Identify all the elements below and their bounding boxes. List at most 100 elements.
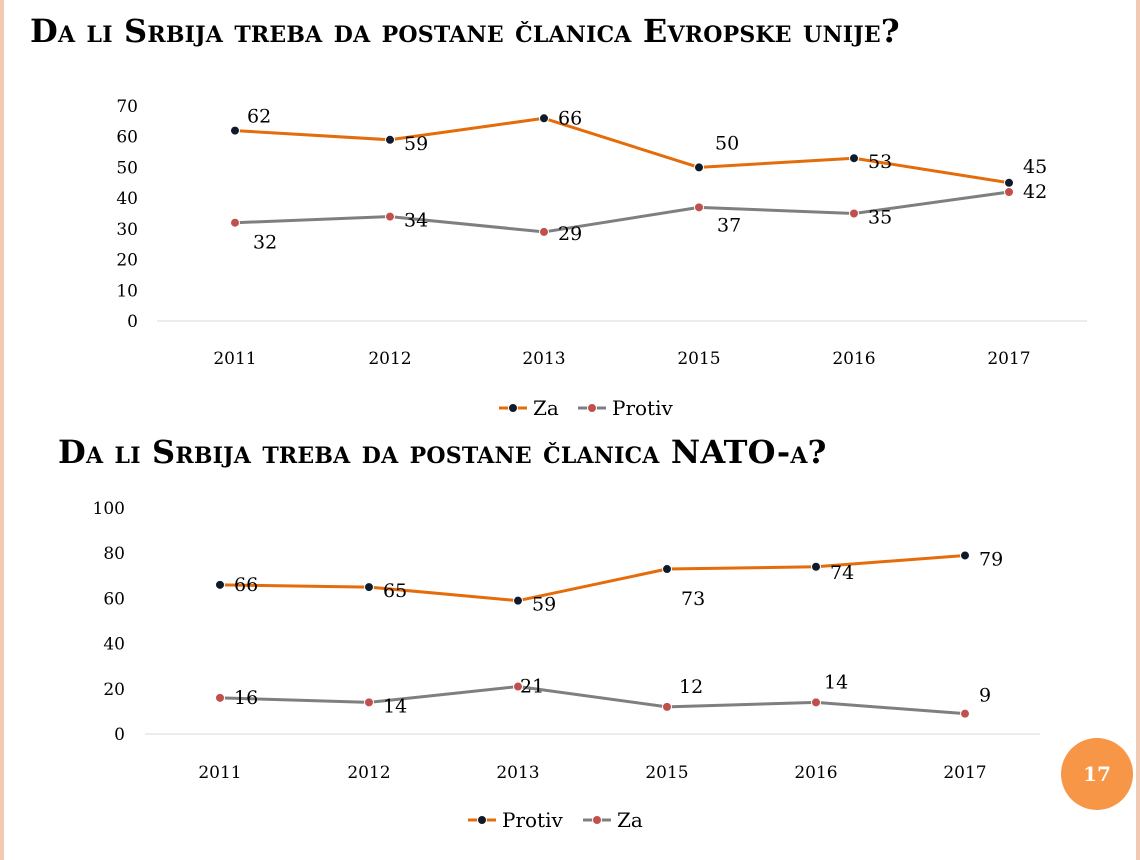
x-tick-label: 2012	[347, 763, 390, 783]
legend-label: Protiv	[502, 808, 563, 832]
data-point	[662, 564, 672, 575]
data-label: 50	[715, 132, 739, 154]
y-tick-label: 20	[116, 251, 138, 271]
x-tick-label: 2016	[794, 763, 837, 783]
data-point	[364, 697, 374, 708]
data-label: 79	[979, 548, 1003, 570]
data-label: 53	[868, 151, 892, 173]
y-tick-label: 50	[116, 158, 138, 178]
data-point	[215, 579, 225, 590]
data-label: 21	[520, 676, 544, 698]
y-tick-label: 40	[103, 635, 125, 655]
data-point	[960, 708, 970, 719]
data-point	[811, 561, 821, 572]
y-tick-label: 60	[116, 128, 138, 148]
data-label: 32	[253, 232, 277, 254]
y-tick-label: 60	[103, 589, 125, 609]
x-tick-label: 2012	[368, 349, 411, 369]
data-label: 35	[868, 207, 892, 229]
data-label: 62	[247, 106, 271, 128]
data-label: 73	[681, 588, 705, 610]
data-label: 65	[383, 580, 407, 602]
data-point	[849, 153, 859, 164]
data-label: 66	[234, 574, 258, 596]
x-tick-label: 2017	[987, 349, 1030, 369]
data-label: 14	[824, 671, 848, 693]
data-label: 16	[234, 687, 258, 709]
data-point	[539, 113, 549, 124]
x-tick-label: 2013	[522, 349, 565, 369]
y-tick-label: 0	[114, 725, 125, 745]
data-label: 59	[404, 133, 428, 155]
data-point	[662, 701, 672, 712]
data-label: 9	[979, 685, 991, 707]
x-tick-label: 2017	[943, 763, 986, 783]
series-line	[234, 190, 1010, 234]
series-protiv: 66 65 59 73 74 79	[215, 548, 1003, 616]
series-line	[219, 685, 966, 716]
eu-chart-title: Da li Srbija treba da postane članica Ev…	[30, 12, 900, 50]
legend-item-za: Za	[499, 396, 559, 420]
data-point	[364, 582, 374, 593]
data-point	[230, 217, 240, 228]
data-point	[811, 697, 821, 708]
x-tick-label: 2011	[198, 763, 241, 783]
series-za: 16 14 21 12 14 9	[215, 671, 991, 719]
x-tick-label: 2011	[213, 349, 256, 369]
data-label: 42	[1023, 181, 1047, 203]
data-point	[694, 162, 704, 173]
data-point	[513, 595, 523, 606]
legend-marker	[508, 403, 518, 413]
data-point	[539, 226, 549, 237]
y-tick-label: 10	[116, 281, 138, 301]
series-protiv: 32 34 29 37 35 42	[230, 181, 1047, 254]
y-tick-label: 0	[127, 312, 138, 332]
y-tick-label: 40	[116, 189, 138, 209]
x-tick-label: 2016	[832, 349, 875, 369]
x-tick-label: 2015	[677, 349, 720, 369]
data-label: 45	[1023, 156, 1047, 178]
data-label: 29	[558, 223, 582, 245]
legend-marker	[592, 815, 602, 825]
nato-chart-title: Da li Srbija treba da postane članica NA…	[58, 433, 827, 471]
data-label: 34	[404, 210, 428, 232]
legend-item-za: Za	[583, 808, 643, 832]
legend-item-protiv: Protiv	[578, 396, 673, 420]
data-label: 66	[558, 107, 582, 129]
data-point	[694, 202, 704, 213]
series-line	[219, 553, 966, 603]
eu-line-chart: 0 10 20 30 40 50 60 70 2011 2012 2013 2015 2016 2017 6…	[116, 97, 1087, 420]
legend-label: Za	[617, 808, 643, 832]
y-tick-label: 20	[103, 680, 125, 700]
legend-label: Za	[533, 396, 559, 420]
y-tick-label: 70	[116, 97, 138, 117]
data-point	[1004, 187, 1014, 197]
data-point	[513, 681, 523, 692]
data-point	[849, 208, 859, 219]
data-point	[215, 692, 225, 703]
legend-item-protiv: Protiv	[468, 808, 563, 832]
data-label: 37	[717, 214, 741, 236]
x-tick-label: 2015	[645, 763, 688, 783]
x-tick-label: 2013	[496, 763, 539, 783]
legend-label: Protiv	[612, 396, 673, 420]
slide-frame-left	[0, 0, 4, 860]
data-point	[385, 134, 395, 145]
data-point	[960, 550, 970, 561]
data-label: 14	[383, 695, 407, 717]
series-za: 62 59 66 50 53 45	[230, 106, 1047, 188]
legend-marker	[587, 403, 597, 413]
slide-frame-right	[1136, 0, 1140, 860]
series-line	[234, 116, 1010, 185]
data-point	[385, 211, 395, 222]
y-tick-label: 100	[93, 499, 125, 519]
y-tick-label: 30	[116, 220, 138, 240]
y-tick-label: 80	[103, 544, 125, 564]
legend-marker	[477, 815, 487, 825]
page-number-badge: 17	[1061, 738, 1133, 810]
data-label: 74	[830, 562, 854, 584]
data-label: 59	[532, 594, 556, 616]
data-point	[230, 125, 240, 136]
data-label: 12	[679, 676, 703, 698]
